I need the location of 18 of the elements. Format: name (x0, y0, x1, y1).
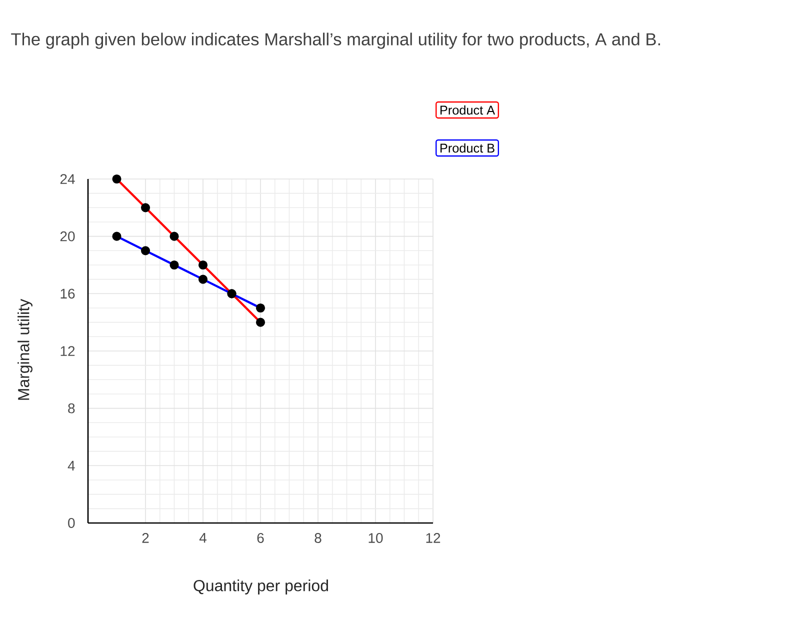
x-tick-label: 6 (257, 533, 264, 543)
y-tick-label: 0 (68, 518, 75, 528)
x-tick-label: 4 (199, 533, 206, 543)
x-tick-label: 2 (142, 533, 149, 543)
legend-label: Product A (440, 105, 496, 115)
y-tick-label: 24 (60, 174, 75, 184)
y-tick-label: 8 (68, 403, 75, 414)
y-tick-label: 12 (60, 346, 75, 356)
chart-title: The graph given below indicates Marshall’s marginal utility for two products, A and B. (11, 32, 660, 49)
x-tick-label: 10 (368, 533, 383, 543)
y-tick-label: 4 (68, 460, 75, 470)
legend-label: Product B (440, 143, 494, 153)
x-axis-title: Quantity per period (194, 580, 328, 594)
x-tick-label: 8 (314, 533, 322, 543)
y-tick-label: 20 (60, 231, 75, 242)
y-tick-label: 16 (60, 288, 75, 299)
x-tick-label: 12 (426, 533, 440, 543)
y-axis-title: Marginal utility (18, 298, 32, 400)
